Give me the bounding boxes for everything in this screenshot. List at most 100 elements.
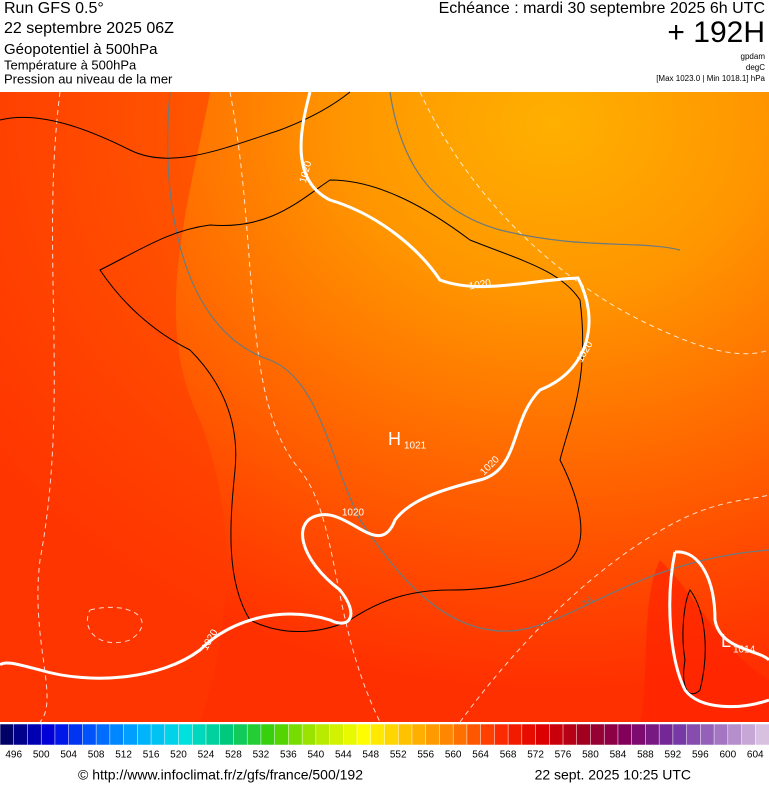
color-swatch — [274, 723, 290, 746]
color-swatch — [82, 723, 97, 746]
unit-label: gpdam — [741, 52, 766, 61]
colorbar-tick-label: 568 — [500, 750, 517, 761]
field-label: Pression au niveau de la mer — [4, 71, 173, 86]
field-label: Température à 500hPa — [4, 57, 137, 72]
color-swatch — [713, 723, 729, 746]
color-swatch — [40, 723, 56, 746]
colorbar-tick-label: 496 — [5, 750, 22, 761]
color-swatch — [246, 723, 262, 746]
color-swatch — [549, 723, 564, 746]
color-swatch — [150, 723, 166, 746]
run-date: 22 septembre 2025 06Z — [4, 20, 174, 37]
color-swatch — [0, 723, 15, 746]
color-swatch — [576, 723, 592, 746]
colorbar-tick-label: 580 — [582, 750, 599, 761]
high-symbol: H — [388, 429, 401, 449]
color-swatch — [356, 723, 372, 746]
colorbar-tick-label: 572 — [527, 750, 544, 761]
colorbar-tick-label: 592 — [665, 750, 682, 761]
colorbar-tick-label: 588 — [637, 750, 654, 761]
isobar-label: 1020 — [342, 508, 365, 519]
color-swatch — [397, 723, 413, 746]
colorbar-tick-label: 504 — [60, 750, 77, 761]
colorbar-tick-label: 520 — [170, 750, 187, 761]
colorbar-tick-label: 500 — [33, 750, 50, 761]
color-swatch — [631, 723, 647, 746]
color-swatch — [384, 723, 399, 746]
timestamp: 22 sept. 2025 10:25 UTC — [535, 767, 691, 783]
color-swatch — [329, 723, 345, 746]
color-swatch — [480, 723, 496, 746]
forecast-time: Echéance : mardi 30 septembre 2025 6h UT… — [439, 0, 765, 17]
colorbar-tick-label: 596 — [692, 750, 709, 761]
color-swatch — [658, 723, 674, 746]
color-swatch — [315, 723, 331, 746]
colorbar-tick-label: 544 — [335, 750, 352, 761]
color-swatch — [521, 723, 537, 746]
color-swatch — [68, 723, 84, 746]
run-title: Run GFS 0.5° — [4, 0, 104, 17]
color-swatch — [219, 723, 235, 746]
colorbar-tick-label: 556 — [417, 750, 434, 761]
color-swatch — [603, 723, 619, 746]
color-swatch — [411, 723, 427, 746]
color-swatch — [425, 723, 441, 746]
color-swatch — [205, 723, 221, 746]
color-swatch — [109, 723, 125, 746]
map-area — [0, 91, 769, 723]
color-swatch — [686, 723, 702, 746]
color-swatch — [700, 723, 715, 746]
isotherms — [37, 91, 769, 723]
colorbar-tick-label: 576 — [555, 750, 572, 761]
color-swatch — [494, 723, 509, 746]
colorbar-tick-label: 604 — [747, 750, 764, 761]
colorbar-tick-label: 548 — [362, 750, 379, 761]
colorbar-tick-label: 524 — [198, 750, 215, 761]
isobar-label: 1020 — [468, 278, 492, 293]
pressure-range: [Max 1023.0 | Min 1018.1] hPa — [656, 74, 765, 83]
colorbar-tick-label: 528 — [225, 750, 242, 761]
color-swatch — [590, 723, 605, 746]
color-swatch — [27, 723, 42, 746]
isotherm-label: 16 — [580, 595, 596, 610]
color-swatch — [164, 723, 180, 746]
colorbar-tick-label: 564 — [472, 750, 489, 761]
color-swatch — [439, 723, 454, 746]
color-swatch — [452, 723, 468, 746]
colorbar-tick-label: 560 — [445, 750, 462, 761]
color-swatch — [672, 723, 688, 746]
color-swatch — [260, 723, 276, 746]
color-swatch — [466, 723, 482, 746]
color-swatch — [617, 723, 633, 746]
color-swatch — [95, 723, 111, 746]
color-swatch — [178, 723, 193, 746]
color-swatch — [370, 723, 386, 746]
low-value: 1014 — [733, 645, 756, 656]
colorbar-tick-label: 540 — [307, 750, 324, 761]
unit-label: degC — [746, 63, 765, 72]
colorbar-tick-label: 536 — [280, 750, 297, 761]
color-swatch — [137, 723, 152, 746]
color-swatch — [741, 723, 757, 746]
color-swatch — [507, 723, 523, 746]
color-swatch — [192, 723, 207, 746]
colorbar-tick-label: 552 — [390, 750, 407, 761]
colorbar-tick-label: 508 — [88, 750, 105, 761]
colorbar-tick-label: 600 — [719, 750, 736, 761]
source-url: © http://www.infoclimat.fr/z/gfs/france/… — [78, 767, 363, 783]
isotherm-gray — [167, 91, 769, 632]
warm-zone — [0, 92, 227, 722]
color-swatch — [755, 723, 769, 746]
colorbar-tick-label: 516 — [143, 750, 160, 761]
color-swatch — [535, 723, 551, 746]
color-swatch — [727, 723, 743, 746]
color-swatch — [54, 723, 70, 746]
high-value: 1021 — [404, 441, 427, 452]
field-label: Géopotentiel à 500hPa — [4, 41, 158, 58]
isobars — [0, 91, 769, 709]
color-swatch — [301, 723, 317, 746]
color-swatch — [13, 723, 29, 746]
color-swatch — [343, 723, 358, 746]
